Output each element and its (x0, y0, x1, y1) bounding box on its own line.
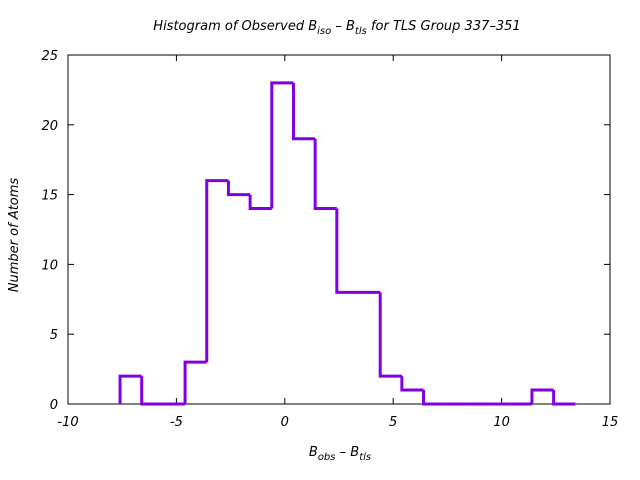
x-tick-label: 0 (281, 415, 289, 430)
x-tick-label: -10 (57, 415, 78, 430)
histogram-bin (140, 376, 164, 406)
y-tick-label: 10 (41, 258, 58, 273)
histogram-bin (226, 180, 251, 197)
histogram-bin (530, 388, 554, 404)
axes: -10 -5 0 5 10 15 0 5 10 15 20 25 (41, 49, 618, 430)
y-tick-label: 5 (50, 328, 58, 343)
histogram-bin (335, 208, 359, 294)
histogram-bin (552, 390, 576, 406)
x-tick-label: 5 (389, 415, 397, 430)
y-tick-label: 0 (50, 398, 58, 413)
x-tick-label: 15 (602, 415, 619, 430)
histogram-series (118, 81, 576, 406)
histogram-bin (248, 194, 272, 211)
x-tick-label: -5 (170, 415, 183, 430)
histogram-bin (313, 138, 337, 211)
histogram-bin (291, 82, 316, 141)
y-tick-label: 25 (41, 49, 58, 64)
histogram-bin (183, 360, 207, 404)
y-tick-label: 20 (41, 119, 58, 134)
histogram-bin (400, 376, 424, 392)
y-axis-label: Number of Atoms (7, 178, 22, 293)
x-tick-label: 10 (493, 415, 510, 430)
histogram-bin (378, 292, 402, 378)
plot-frame (67, 54, 611, 405)
histogram-bin (270, 81, 294, 209)
histogram-bin (422, 390, 446, 406)
x-axis-label: Bobs – Btls (309, 445, 371, 463)
histogram-bin (205, 179, 229, 363)
y-tick-label: 15 (41, 189, 58, 204)
histogram-bin (118, 374, 142, 404)
chart-title: Histogram of Observed Biso – Btls for TL… (153, 19, 520, 37)
